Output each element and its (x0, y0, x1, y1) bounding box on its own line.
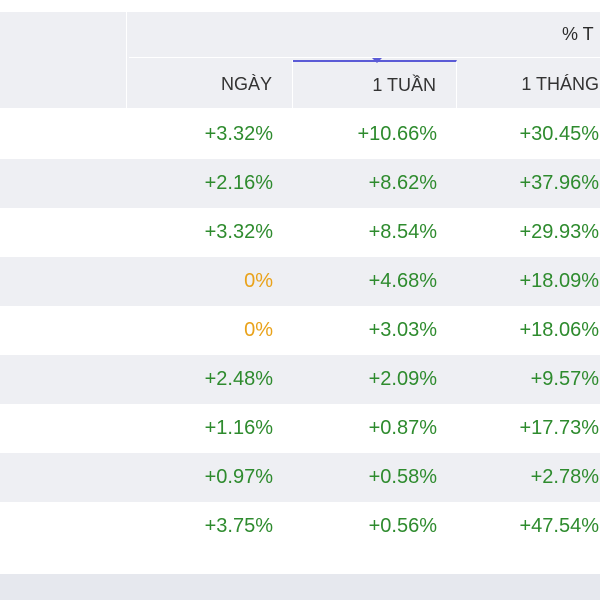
table-row[interactable]: +3.75% +0.56% +47.54% (0, 502, 600, 551)
table-row[interactable]: +3.32% +8.54% +29.93% (0, 208, 600, 257)
table-row[interactable]: +3.32% +10.66% +30.45% (0, 110, 600, 159)
cell-week-change: +0.56% (368, 515, 437, 537)
table-header: % T NGÀY 1 TUẦN 1 THÁNG (0, 12, 600, 108)
table-row[interactable]: +2.16% +8.62% +37.96% (0, 159, 600, 208)
cell-day-change: +2.16% (204, 172, 273, 194)
cell-month-change: +29.93% (519, 221, 599, 243)
cell-day-change: +3.32% (204, 123, 273, 145)
cell-day-change: +2.48% (204, 368, 273, 390)
cell-week-change: +0.58% (368, 466, 437, 488)
cell-day-change: +3.32% (204, 221, 273, 243)
table-row[interactable]: 0% +3.03% +18.06% (0, 306, 600, 355)
cell-month-change: +30.45% (519, 123, 599, 145)
group-header-label: % T (562, 24, 594, 44)
cell-day-change: +1.16% (204, 417, 273, 439)
cell-month-change: +47.54% (519, 515, 599, 537)
cell-week-change: +3.03% (368, 319, 437, 341)
cell-day-change: 0% (244, 319, 273, 341)
group-header-change: % T (129, 12, 600, 58)
column-header-week[interactable]: 1 TUẦN (293, 60, 457, 108)
sort-descending-icon (372, 58, 382, 63)
cell-month-change: +9.57% (530, 368, 599, 390)
column-header-day[interactable]: NGÀY (129, 60, 293, 108)
table-row[interactable]: +1.16% +0.87% +17.73% (0, 404, 600, 453)
table-row[interactable]: +0.97% +0.58% +2.78% (0, 453, 600, 502)
cell-month-change: +17.73% (519, 417, 599, 439)
cell-month-change: +18.06% (519, 319, 599, 341)
table-row[interactable]: 0% +4.68% +18.09% (0, 257, 600, 306)
cell-week-change: +8.62% (368, 172, 437, 194)
cell-week-change: +4.68% (368, 270, 437, 292)
column-header-month[interactable]: 1 THÁNG (521, 73, 599, 94)
cell-week-change: +8.54% (368, 221, 437, 243)
cell-month-change: +2.78% (530, 466, 599, 488)
table-footer (0, 574, 600, 600)
cell-week-change: +2.09% (368, 368, 437, 390)
cell-month-change: +18.09% (519, 270, 599, 292)
table-body: +3.32% +10.66% +30.45% +2.16% +8.62% +37.96% +… (0, 110, 600, 551)
header-spacer (0, 12, 127, 108)
table-row[interactable]: +2.48% +2.09% +9.57% (0, 355, 600, 404)
cell-day-change: +0.97% (204, 466, 273, 488)
cell-week-change: +0.87% (368, 417, 437, 439)
cell-month-change: +37.96% (519, 172, 599, 194)
cell-day-change: 0% (244, 270, 273, 292)
cell-week-change: +10.66% (357, 123, 437, 145)
cell-day-change: +3.75% (204, 515, 273, 537)
